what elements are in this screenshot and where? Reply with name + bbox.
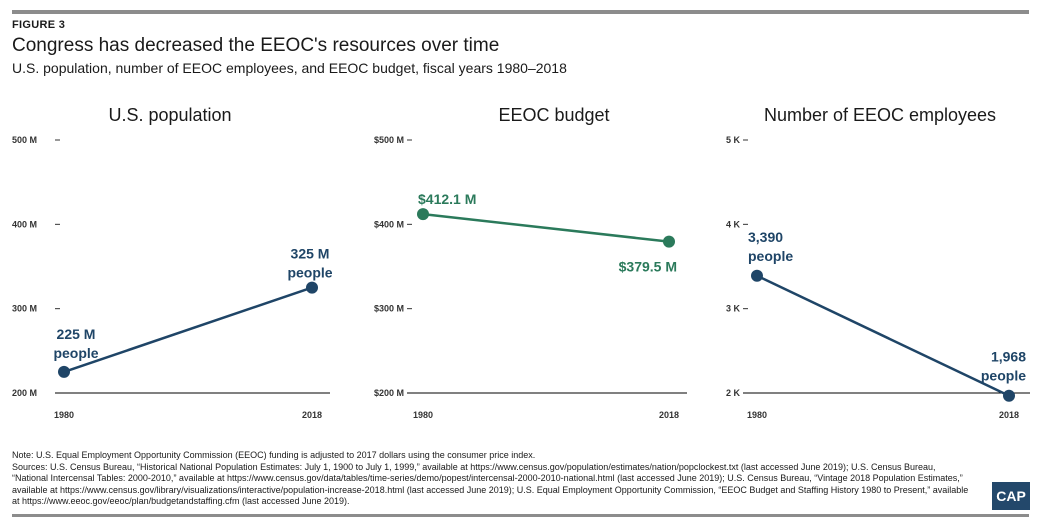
employees-chart: Number of EEOC employees 2 K 3 K 4 K 5 K 1980… <box>726 105 1030 420</box>
series-line <box>422 212 670 243</box>
chart-title: Congress has decreased the EEOC's resour… <box>12 35 500 56</box>
data-label: 325 M <box>291 246 330 262</box>
y-tick-label: 400 M <box>12 219 37 229</box>
data-label: 225 M <box>57 326 96 342</box>
panel-title: Number of EEOC employees <box>764 105 996 125</box>
panel-title: U.S. population <box>108 105 231 125</box>
y-tick-label: 2 K <box>726 388 741 398</box>
data-label: people <box>981 368 1026 384</box>
y-tick-label: 300 M <box>12 304 37 314</box>
x-tick-label: 2018 <box>302 410 322 420</box>
x-tick-label: 1980 <box>54 410 74 420</box>
chart-subtitle: U.S. population, number of EEOC employee… <box>12 60 567 76</box>
x-tick-label: 2018 <box>999 410 1019 420</box>
data-point <box>417 208 429 221</box>
data-label: $379.5 M <box>619 259 677 275</box>
data-label: people <box>53 345 98 361</box>
y-tick-label: 500 M <box>12 135 37 145</box>
sources-line: Sources: U.S. Census Bureau, “Historical… <box>12 461 969 507</box>
y-tick-label: 4 K <box>726 219 741 229</box>
note-line: Note: U.S. Equal Employment Opportunity … <box>12 450 536 460</box>
y-tick-label: $300 M <box>374 304 404 314</box>
bottom-rule <box>12 514 1029 517</box>
population-chart: U.S. population 200 M 300 M 400 M 500 M 1980 2… <box>12 105 332 420</box>
data-point <box>306 281 318 294</box>
x-tick-label: 2018 <box>659 410 679 420</box>
data-point <box>58 365 70 378</box>
y-tick-label: 200 M <box>12 388 37 398</box>
x-tick-label: 1980 <box>747 410 767 420</box>
data-label: people <box>748 248 793 264</box>
y-tick-label: 5 K <box>726 135 741 145</box>
figure-label: FIGURE 3 <box>12 19 66 31</box>
budget-chart: EEOC budget $200 M $300 M $400 M $500 M 1980 2… <box>374 105 687 420</box>
x-tick-label: 1980 <box>413 410 433 420</box>
top-rule <box>12 10 1029 14</box>
cap-logo: CAP <box>992 482 1030 510</box>
series-line <box>63 286 313 374</box>
notes: Note: U.S. Equal Employment Opportunity … <box>12 450 972 508</box>
data-point <box>1003 389 1015 402</box>
y-tick-label: $400 M <box>374 219 404 229</box>
data-label: 3,390 <box>748 229 783 245</box>
series-line <box>756 274 1010 397</box>
data-label: 1,968 <box>991 349 1026 365</box>
data-label: people <box>287 265 332 281</box>
panel-title: EEOC budget <box>498 105 609 125</box>
y-tick-label: $200 M <box>374 388 404 398</box>
y-tick-label: 3 K <box>726 304 741 314</box>
y-tick-label: $500 M <box>374 135 404 145</box>
data-point <box>663 235 675 248</box>
data-point <box>751 269 763 282</box>
data-label: $412.1 M <box>418 191 476 207</box>
